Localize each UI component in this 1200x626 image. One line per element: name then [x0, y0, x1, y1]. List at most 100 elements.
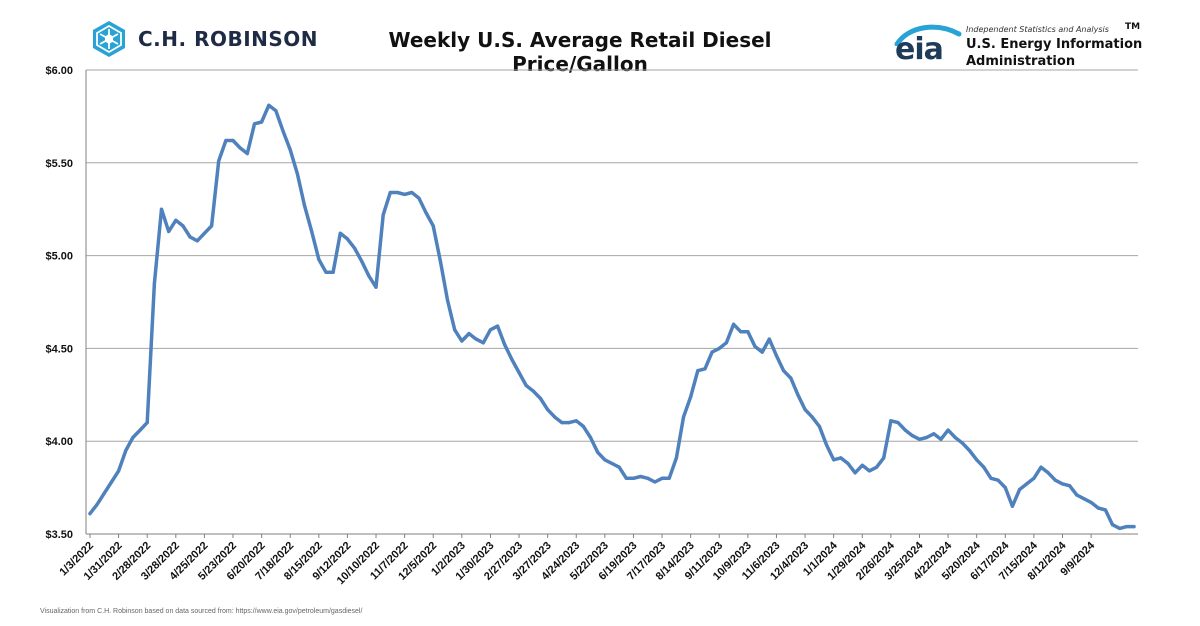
- data-point: [674, 456, 679, 460]
- data-point: [946, 428, 950, 432]
- data-point: [967, 448, 972, 453]
- data-point: [989, 476, 993, 480]
- eia-logo-swoosh-icon: [894, 24, 962, 46]
- data-point: [932, 432, 936, 436]
- data-point: [696, 369, 700, 373]
- chart-title: Weekly U.S. Average Retail Diesel Price/…: [388, 28, 772, 76]
- data-point: [410, 190, 414, 195]
- y-tick-label: $3.50: [45, 529, 73, 541]
- data-point: [1060, 482, 1065, 486]
- data-point: [603, 458, 607, 462]
- data-point: [503, 343, 507, 347]
- data-point: [1018, 487, 1022, 492]
- data-point: [531, 389, 535, 393]
- data-point: [288, 148, 292, 152]
- data-point: [174, 218, 178, 222]
- data-point: [102, 491, 106, 495]
- data-point: [610, 461, 614, 466]
- data-point: [660, 476, 664, 480]
- data-point: [360, 259, 364, 263]
- y-tick-label: $4.50: [45, 343, 73, 355]
- data-point: [159, 207, 164, 211]
- data-point: [95, 502, 99, 506]
- data-point: [381, 213, 385, 217]
- data-point: [681, 415, 686, 419]
- data-point: [424, 211, 428, 215]
- data-point: [403, 192, 407, 196]
- data-point: [302, 203, 307, 208]
- gridlines: [86, 69, 1138, 442]
- y-tick-label: $5.00: [45, 251, 73, 263]
- data-point: [517, 370, 521, 375]
- data-point: [982, 465, 986, 469]
- y-tick-label: $4.00: [45, 436, 73, 448]
- data-point: [445, 298, 450, 302]
- data-point: [374, 285, 378, 289]
- data-point: [824, 443, 829, 447]
- data-point: [1068, 484, 1072, 488]
- data-point: [774, 354, 779, 358]
- data-point: [488, 328, 492, 332]
- data-point: [910, 434, 914, 438]
- data-point: [646, 476, 650, 480]
- data-point: [210, 224, 214, 228]
- data-point: [195, 239, 199, 243]
- data-point: [1010, 504, 1015, 508]
- data-point: [124, 448, 128, 453]
- data-point: [1003, 486, 1007, 490]
- data-point: [803, 408, 807, 412]
- eia-wordmark: eia: [895, 32, 944, 67]
- eia-trademark: TM: [1125, 22, 1141, 32]
- data-point: [295, 172, 299, 176]
- source-note: Visualization from C.H. Robinson based o…: [40, 608, 363, 615]
- data-point: [631, 476, 636, 480]
- data-point: [717, 346, 721, 350]
- data-point: [889, 419, 893, 423]
- data-point: [875, 465, 879, 469]
- data-point: [496, 324, 500, 328]
- data-point: [167, 229, 171, 234]
- data-point: [231, 138, 235, 143]
- data-point: [917, 437, 922, 441]
- ch-robinson-logo-icon: [93, 21, 125, 57]
- brand-name: C.H. ROBINSON: [138, 27, 319, 51]
- data-point: [438, 259, 442, 263]
- data-point: [260, 120, 264, 124]
- y-tick-label: $6.00: [45, 65, 73, 77]
- data-point: [1132, 525, 1136, 529]
- data-point: [353, 246, 357, 250]
- data-point: [739, 330, 743, 334]
- data-point: [117, 469, 121, 473]
- data-point: [474, 337, 478, 341]
- data-point: [1096, 506, 1100, 510]
- data-point: [538, 396, 543, 401]
- data-point: [853, 471, 857, 475]
- data-point: [1118, 526, 1122, 531]
- data-point: [782, 369, 786, 373]
- ch-robinson-logo: C.H. ROBINSON: [90, 20, 318, 58]
- data-point: [796, 393, 800, 397]
- data-point: [567, 421, 571, 425]
- y-axis-tick-labels: $3.50 $4.00 $4.50 $5.00 $5.50 $6.00: [45, 65, 73, 541]
- data-point: [753, 344, 757, 349]
- data-point: [152, 281, 156, 285]
- data-point: [1025, 482, 1029, 486]
- data-point: [624, 476, 628, 480]
- data-point: [689, 395, 693, 399]
- eia-tagline: Independent Statistics and Analysis: [966, 25, 1109, 34]
- data-point: [138, 428, 142, 432]
- data-point: [338, 231, 342, 235]
- data-point: [331, 270, 335, 274]
- data-point: [960, 441, 965, 445]
- data-point: [181, 224, 185, 228]
- data-point: [1110, 523, 1115, 527]
- data-point: [245, 151, 249, 156]
- data-point: [524, 383, 528, 388]
- data-point: [481, 341, 485, 345]
- data-point: [596, 450, 600, 454]
- data-point: [1125, 525, 1129, 529]
- data-point: [588, 435, 593, 440]
- data-point: [925, 435, 929, 440]
- data-point: [817, 424, 822, 428]
- data-point: [281, 129, 285, 133]
